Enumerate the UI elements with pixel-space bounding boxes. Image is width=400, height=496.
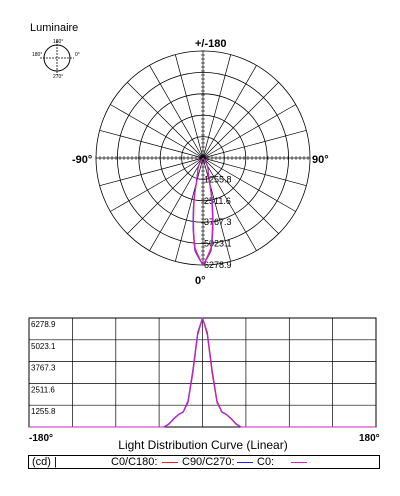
- linear-ytick-label: 2511.6: [31, 385, 55, 394]
- mini-top-label: 180°: [53, 39, 63, 45]
- polar-spoke: [110, 157, 204, 212]
- polar-spoke: [202, 65, 257, 159]
- linear-chart-title: Light Distribution Curve (Linear): [118, 438, 287, 452]
- linear-curves: [29, 317, 376, 428]
- polar-spoke: [99, 129, 204, 159]
- polar-ring-labels: 1255.8 2511.6 3767.3 5023.1 6278.9: [204, 174, 232, 270]
- mini-left-label: 180°: [32, 52, 42, 58]
- legend-c0-c180-label: C0/C180:: [111, 456, 158, 468]
- polar-spoke: [202, 129, 307, 159]
- linear-ytick-label: 6278.9: [31, 320, 56, 329]
- polar-ring-label: 6278.9: [204, 260, 232, 270]
- linear-x-min-label: -180°: [29, 433, 53, 444]
- polar-spoke: [202, 157, 279, 234]
- mini-bottom-label: 270°: [53, 74, 63, 80]
- linear-grid: [28, 317, 377, 428]
- linear-ytick-label: 5023.1: [31, 342, 56, 351]
- linear-x-max-label: 180°: [359, 433, 380, 444]
- mini-right-label: 0°: [75, 52, 80, 58]
- polar-spoke: [149, 157, 204, 251]
- polar-curve-c0: [192, 157, 214, 267]
- legend-c0-label: C0:: [257, 456, 275, 468]
- polar-ring-label: 1255.8: [204, 174, 232, 184]
- polar-ring-label: 5023.1: [204, 239, 232, 249]
- polar-ring-label: 2511.6: [204, 196, 231, 206]
- polar-spoke: [202, 157, 232, 262]
- polar-spoke: [127, 82, 204, 159]
- linear-ytick-label: 1255.8: [31, 407, 56, 416]
- legend-c90-c270-label: C90/C270:: [182, 456, 235, 468]
- linear-ytick-labels: 6278.9 5023.1 3767.3 2511.6 1255.8: [31, 320, 56, 416]
- polar-ring-label: 3767.3: [204, 217, 232, 227]
- polar-spoke: [202, 157, 296, 212]
- polar-spoke: [110, 104, 204, 159]
- polar-curves: [192, 157, 214, 267]
- polar-spoke: [202, 82, 279, 159]
- luminaire-label: Luminaire: [30, 22, 78, 34]
- polar-grid: [95, 50, 311, 266]
- legend-c0-c180-swatch: [162, 456, 178, 468]
- legend-c0-swatch: [291, 456, 307, 468]
- polar-spoke: [174, 54, 204, 159]
- polar-spoke: [202, 157, 307, 187]
- polar-left-label: -90°: [72, 154, 92, 166]
- polar-spoke: [149, 65, 204, 159]
- linear-ytick-label: 3767.3: [31, 364, 56, 373]
- polar-right-label: 90°: [312, 154, 329, 166]
- polar-bottom-label: 0°: [195, 275, 206, 287]
- polar-spoke: [127, 157, 204, 234]
- linear-curve-c0: [29, 317, 376, 428]
- polar-spoke: [202, 104, 296, 159]
- polar-spoke: [202, 157, 257, 251]
- polar-top-label: +/-180: [195, 38, 227, 50]
- legend-unit: (cd) |: [32, 456, 57, 468]
- legend: (cd) | C0/C180: C90/C270: C0:: [28, 455, 380, 469]
- polar-spoke: [99, 157, 204, 187]
- polar-spoke: [202, 54, 232, 159]
- polar-spoke: [174, 157, 204, 262]
- legend-c90-c270-swatch: [237, 456, 253, 468]
- mini-orientation-diagram: 180° 180° 0° 270°: [32, 39, 80, 80]
